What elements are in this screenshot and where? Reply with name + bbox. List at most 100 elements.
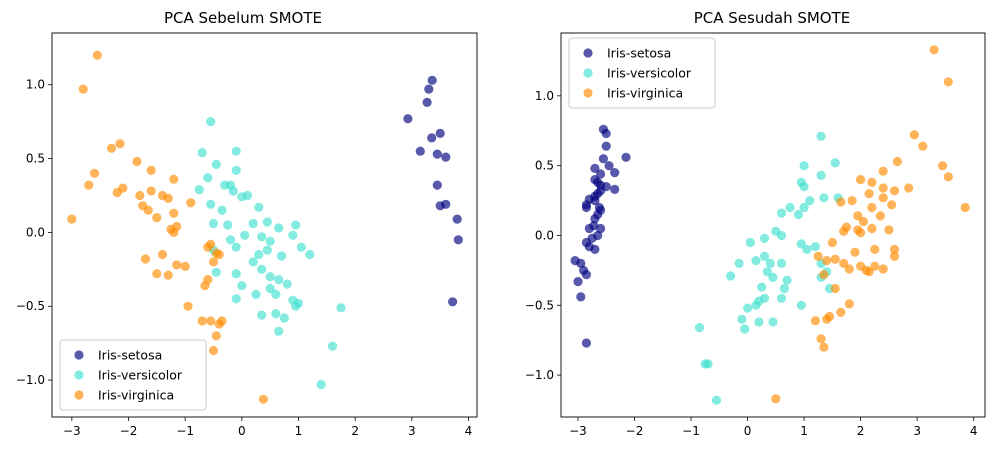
data-point-iris-versicolor <box>262 245 272 255</box>
data-point-iris-versicolor <box>231 165 241 175</box>
y-tick-label: 0.5 <box>535 159 554 173</box>
data-point-iris-virginica <box>943 172 953 182</box>
data-point-iris-versicolor <box>265 236 275 246</box>
data-point-iris-virginica <box>875 211 886 221</box>
data-point-iris-versicolor <box>265 272 275 282</box>
data-point-iris-versicolor <box>240 230 250 240</box>
x-tick-label: −3 <box>63 424 81 438</box>
data-point-iris-setosa <box>604 161 614 171</box>
data-point-iris-virginica <box>819 270 829 280</box>
data-point-iris-virginica <box>206 239 216 249</box>
data-point-iris-setosa <box>448 297 458 307</box>
data-point-iris-versicolor <box>768 317 778 327</box>
data-point-iris-virginica <box>836 307 846 317</box>
data-point-iris-versicolor <box>276 251 287 261</box>
data-point-iris-versicolor <box>208 218 219 229</box>
data-point-iris-versicolor <box>305 249 315 260</box>
data-point-iris-setosa <box>435 128 445 138</box>
data-point-iris-setosa <box>598 154 609 164</box>
data-point-iris-virginica <box>858 216 869 227</box>
data-point-iris-virginica <box>889 244 900 254</box>
data-point-iris-virginica <box>830 283 840 294</box>
data-point-iris-setosa <box>576 258 586 268</box>
data-point-iris-virginica <box>135 190 145 201</box>
data-point-iris-versicolor <box>819 193 829 203</box>
data-point-iris-virginica <box>909 130 919 140</box>
data-point-iris-setosa <box>590 163 600 173</box>
data-point-iris-virginica <box>889 186 900 196</box>
data-point-iris-versicolor <box>810 242 821 252</box>
data-point-iris-versicolor <box>754 296 764 306</box>
data-point-iris-versicolor <box>711 395 722 405</box>
data-point-iris-versicolor <box>776 208 787 218</box>
data-point-iris-versicolor <box>726 271 736 281</box>
x-tick-label: 4 <box>970 424 978 438</box>
data-point-iris-versicolor <box>759 251 770 261</box>
data-point-iris-versicolor <box>754 317 764 327</box>
data-point-iris-virginica <box>884 225 894 235</box>
left-plot-legend: Iris-setosa Iris-versicolor Iris-virginica <box>59 339 207 411</box>
data-point-iris-virginica <box>771 394 781 404</box>
data-point-iris-virginica <box>853 211 863 221</box>
data-point-iris-virginica <box>819 342 829 352</box>
data-point-iris-virginica <box>822 256 832 266</box>
data-point-iris-versicolor <box>265 283 275 294</box>
data-point-iris-virginica <box>836 197 846 207</box>
legend-label: Iris-versicolor <box>98 368 183 383</box>
y-tick-label: −1.0 <box>525 368 554 382</box>
data-point-iris-virginica <box>830 254 840 264</box>
right-plot: PCA Sesudah SMOTE −3 −2 −1 0 1 2 3 4 −1.0 −0.5 0.… <box>525 9 986 438</box>
data-point-iris-versicolor <box>316 379 326 390</box>
data-point-iris-virginica <box>816 334 826 344</box>
data-point-iris-virginica <box>844 264 854 274</box>
data-point-iris-versicolor <box>262 217 272 227</box>
data-point-iris-virginica <box>214 249 224 260</box>
data-point-iris-virginica <box>918 141 928 151</box>
x-tick-label: 1 <box>800 424 808 438</box>
data-point-iris-setosa <box>621 152 631 162</box>
data-point-iris-virginica <box>206 316 216 326</box>
data-point-iris-virginica <box>132 156 142 167</box>
legend-marker <box>583 48 593 58</box>
data-point-iris-virginica <box>92 50 102 60</box>
data-point-iris-virginica <box>867 177 877 187</box>
right-plot-legend: Iris-setosa Iris-versicolor Iris-virginica <box>568 37 716 109</box>
data-point-iris-setosa <box>432 149 442 159</box>
x-tick-label: −1 <box>176 424 194 438</box>
data-point-iris-versicolor <box>785 202 795 213</box>
data-point-iris-virginica <box>867 223 877 234</box>
data-point-iris-virginica <box>839 226 849 236</box>
data-point-iris-virginica <box>929 45 939 55</box>
data-point-iris-versicolor <box>743 303 753 313</box>
x-tick-label: 3 <box>913 424 921 438</box>
x-tick-label: −3 <box>569 424 587 438</box>
legend-marker <box>74 370 84 380</box>
x-tick-label: 3 <box>408 424 416 438</box>
data-point-iris-virginica <box>67 214 77 224</box>
data-point-iris-versicolor <box>257 310 267 320</box>
data-point-iris-setosa <box>424 84 434 94</box>
data-point-iris-versicolor <box>211 267 221 277</box>
data-point-iris-setosa <box>427 133 437 143</box>
data-point-iris-versicolor <box>254 249 264 260</box>
y-tick-label: 0.0 <box>26 225 45 239</box>
data-point-iris-versicolor <box>279 313 289 323</box>
data-point-iris-virginica <box>146 186 156 196</box>
data-point-iris-virginica <box>186 198 196 208</box>
data-point-iris-versicolor <box>254 202 264 212</box>
data-point-iris-versicolor <box>251 289 261 299</box>
left-plot: PCA Sebelum SMOTE −3 −2 −1 0 1 2 3 4 −1.0 −0.5 0.… <box>16 9 478 438</box>
data-point-iris-virginica <box>850 247 860 257</box>
data-point-iris-setosa <box>403 114 413 124</box>
data-point-iris-versicolor <box>274 326 284 336</box>
data-point-iris-versicolor <box>225 235 236 245</box>
data-point-iris-versicolor <box>206 199 216 209</box>
y-tick-label: −0.5 <box>16 299 45 313</box>
data-point-iris-setosa <box>581 202 592 213</box>
data-point-iris-versicolor <box>799 161 809 171</box>
data-point-iris-virginica <box>172 260 182 270</box>
data-point-iris-setosa <box>415 146 425 156</box>
data-point-iris-versicolor <box>734 258 744 268</box>
data-point-iris-setosa <box>581 270 592 280</box>
